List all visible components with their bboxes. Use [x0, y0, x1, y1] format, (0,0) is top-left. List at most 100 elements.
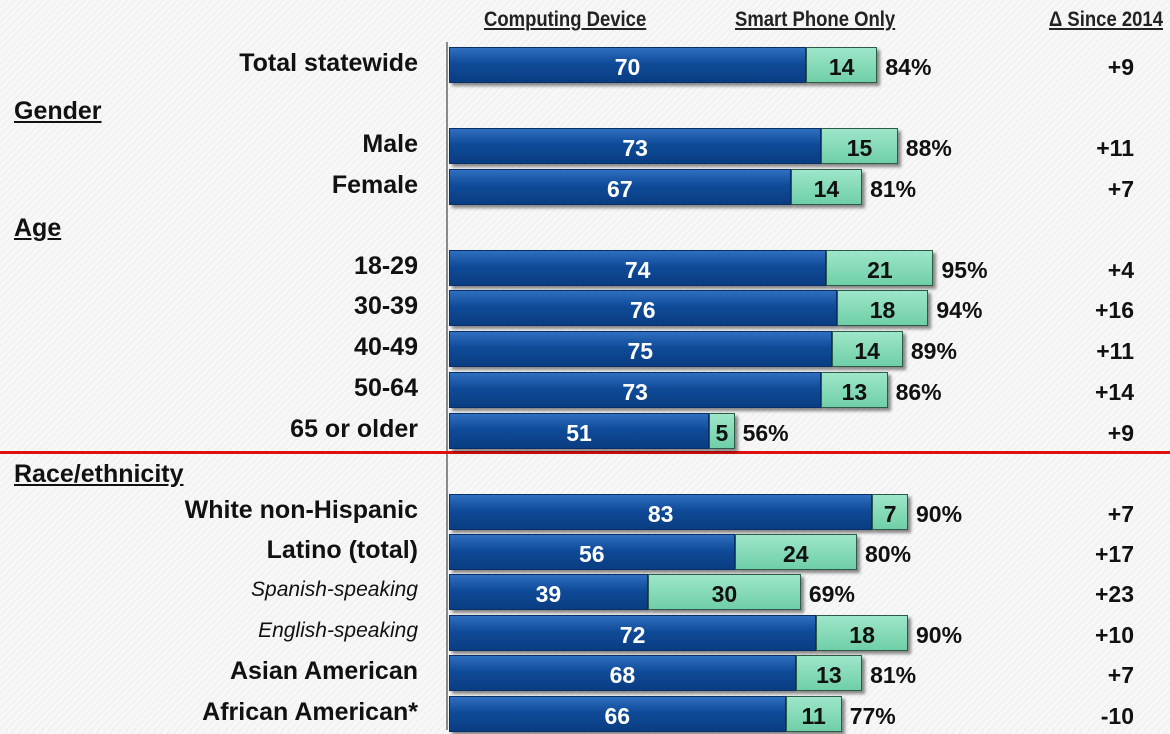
value-delta-18-29: +4 [1107, 257, 1134, 283]
header-computing-device: Computing Device [484, 8, 647, 31]
value-total-white-non-hispanic: 90% [916, 501, 963, 527]
value-total-40-49: 89% [910, 338, 957, 364]
bar-computing-device-male [449, 128, 822, 164]
section-race-ethnicity: Race/ethnicity [14, 460, 184, 488]
bar-computing-device-latino-total [449, 534, 735, 570]
value-computing-device-latino-total: 56 [579, 541, 605, 567]
value-smart-phone-only-total-statewide: 14 [828, 54, 855, 80]
value-computing-device-30-39: 76 [630, 297, 656, 323]
value-computing-device-total-statewide: 70 [614, 54, 641, 80]
bar-computing-device-female [449, 169, 791, 205]
value-delta-65-or-older: +9 [1107, 420, 1134, 446]
value-delta-50-64: +14 [1094, 379, 1134, 405]
value-smart-phone-only-english-speaking: 18 [849, 622, 875, 648]
bar-smart-phone-only-50-64 [821, 372, 888, 408]
bar-computing-device-65-or-older [449, 413, 710, 449]
value-total-50-64: 86% [895, 379, 942, 405]
section-age: Age [14, 214, 62, 242]
value-delta-male: +11 [1096, 135, 1134, 161]
value-delta-african-american: -10 [1100, 703, 1134, 729]
value-smart-phone-only-male: 15 [846, 135, 873, 161]
value-computing-device-65-or-older: 51 [566, 420, 592, 446]
value-computing-device-40-49: 75 [627, 338, 654, 364]
value-delta-asian-american: +7 [1107, 662, 1134, 688]
value-delta-female: +7 [1107, 176, 1134, 202]
bar-smart-phone-only-asian-american [795, 655, 863, 691]
bar-computing-device-white-non-hispanic [449, 494, 873, 530]
value-delta-40-49: +11 [1096, 338, 1134, 364]
value-total-asian-american: 81% [870, 662, 917, 688]
value-computing-device-female: 67 [607, 176, 633, 202]
row-label-asian-american: Asian American [229, 657, 418, 685]
value-computing-device-male: 73 [622, 135, 648, 161]
row-label-latino-total: Latino (total) [266, 536, 418, 564]
bar-smart-phone-only-male [821, 128, 898, 164]
value-delta-english-speaking: +10 [1094, 622, 1134, 648]
value-total-female: 81% [870, 176, 917, 202]
value-computing-device-african-american: 66 [604, 703, 631, 729]
value-total-65-or-older: 56% [742, 420, 789, 446]
value-delta-30-39: +16 [1094, 297, 1134, 323]
value-computing-device-asian-american: 68 [609, 662, 636, 688]
value-computing-device-white-non-hispanic: 83 [647, 501, 674, 527]
bar-smart-phone-only-spanish-speaking [647, 574, 801, 610]
value-total-spanish-speaking: 69% [808, 581, 855, 607]
value-total-total-statewide: 84% [885, 54, 932, 80]
bar-computing-device-total-statewide [449, 47, 806, 83]
value-delta-white-non-hispanic: +7 [1107, 501, 1134, 527]
value-smart-phone-only-30-39: 18 [869, 297, 896, 323]
bar-smart-phone-only-white-non-hispanic [872, 494, 908, 530]
row-label-40-49: 40-49 [354, 333, 418, 361]
row-label-female: Female [331, 171, 418, 199]
value-smart-phone-only-50-64: 13 [841, 379, 868, 405]
bar-computing-device-spanish-speaking [449, 574, 648, 610]
value-total-18-29: 95% [941, 257, 988, 283]
value-total-30-39: 94% [936, 297, 983, 323]
value-total-english-speaking: 90% [916, 622, 963, 648]
bar-smart-phone-only-english-speaking [816, 615, 908, 651]
bar-smart-phone-only-65-or-older [709, 413, 735, 449]
value-smart-phone-only-female: 14 [813, 176, 840, 202]
row-label-18-29: 18-29 [354, 252, 418, 280]
section-gender: Gender [14, 97, 102, 125]
row-label-30-39: 30-39 [354, 292, 418, 320]
bar-smart-phone-only-40-49 [831, 331, 903, 367]
value-smart-phone-only-latino-total: 24 [782, 541, 809, 567]
bar-smart-phone-only-total-statewide [806, 47, 878, 83]
value-delta-total-statewide: +9 [1107, 54, 1134, 80]
value-smart-phone-only-40-49: 14 [854, 338, 880, 364]
bar-computing-device-english-speaking [449, 615, 817, 651]
value-computing-device-english-speaking: 72 [619, 622, 646, 648]
value-total-male: 88% [905, 135, 952, 161]
bar-smart-phone-only-latino-total [734, 534, 857, 570]
category-axis-line [446, 42, 448, 730]
header-smart-phone-only: Smart Phone Only [735, 8, 896, 31]
bar-smart-phone-only-30-39 [836, 290, 929, 326]
value-delta-spanish-speaking: +23 [1094, 581, 1134, 607]
bar-smart-phone-only-african-american [785, 696, 842, 732]
value-delta-latino-total: +17 [1094, 541, 1134, 567]
row-label-spanish-speaking: Spanish-speaking [251, 578, 418, 601]
value-smart-phone-only-18-29: 21 [867, 257, 893, 283]
header-delta-since-2014: Δ Since 2014 [1049, 8, 1163, 31]
value-total-african-american: 77% [849, 703, 896, 729]
bar-computing-device-30-39 [449, 290, 837, 326]
row-label-50-64: 50-64 [354, 374, 418, 402]
bar-computing-device-40-49 [449, 331, 832, 367]
row-label-65-or-older: 65 or older [290, 415, 418, 443]
row-label-white-non-hispanic: White non-Hispanic [184, 496, 418, 524]
value-total-latino-total: 80% [865, 541, 912, 567]
value-smart-phone-only-65-or-older: 5 [715, 420, 729, 446]
row-label-english-speaking: English-speaking [258, 619, 418, 642]
row-label-male: Male [362, 130, 418, 158]
value-smart-phone-only-white-non-hispanic: 7 [883, 501, 897, 527]
value-computing-device-50-64: 73 [622, 379, 648, 405]
bar-computing-device-asian-american [449, 655, 796, 691]
value-computing-device-spanish-speaking: 39 [535, 581, 562, 607]
row-label-african-american: African American* [202, 698, 418, 726]
value-smart-phone-only-spanish-speaking: 30 [711, 581, 738, 607]
value-smart-phone-only-asian-american: 13 [816, 662, 842, 688]
bar-computing-device-18-29 [449, 250, 827, 286]
value-smart-phone-only-african-american: 11 [801, 703, 826, 729]
